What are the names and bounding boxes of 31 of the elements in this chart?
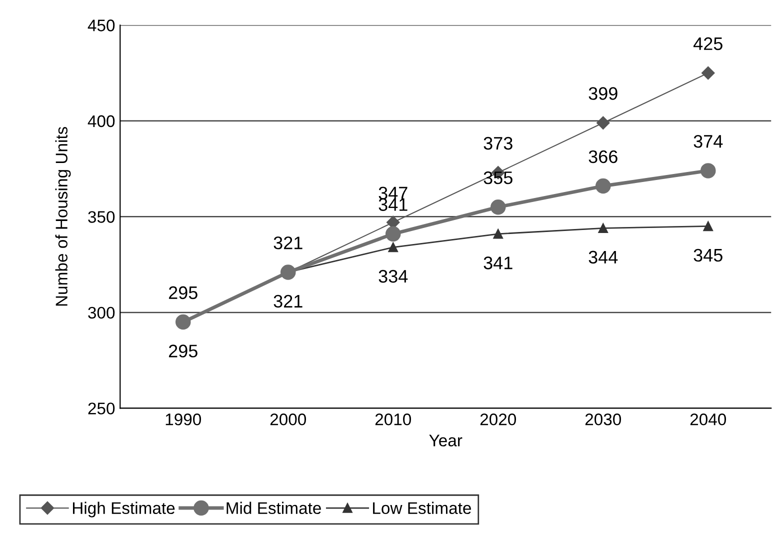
x-tick-label: 1990: [166, 414, 202, 426]
data-label: 345: [694, 248, 722, 262]
x-tick-label: 2030: [585, 414, 622, 426]
data-label: 344: [588, 250, 618, 264]
data-label: 374: [694, 134, 723, 148]
data-label: 321: [274, 294, 302, 308]
data-label: 347: [378, 186, 408, 200]
legend-label: Mid Estimate: [226, 502, 321, 514]
data-label: 399: [588, 87, 618, 100]
legend-label: High Estimate: [72, 502, 175, 518]
data-label: 295: [168, 344, 198, 358]
x-tick-label: 2020: [480, 414, 516, 426]
y-tick-label: 350: [88, 211, 115, 223]
y-tick-label: 300: [88, 306, 115, 319]
x-axis-title: Year: [429, 434, 462, 446]
data-label: 425: [693, 37, 722, 50]
legend-label: Low Estimate: [373, 502, 471, 514]
y-tick-label: 250: [88, 402, 115, 414]
y-axis-title: Numbe of Housing Units: [55, 126, 71, 306]
x-tick-label: 2040: [690, 414, 726, 426]
data-label: 334: [378, 270, 408, 283]
y-tick-label: 450: [88, 20, 115, 32]
data-label: 341: [378, 198, 408, 211]
x-tick-label: 2000: [270, 414, 306, 426]
data-label: 373: [484, 136, 512, 150]
data-label: 295: [168, 286, 198, 300]
y-tick-label: 400: [88, 115, 115, 128]
data-label: 321: [274, 236, 302, 250]
data-label: 341: [484, 256, 512, 270]
data-label: 366: [588, 150, 618, 164]
x-tick-label: 2010: [375, 414, 412, 426]
